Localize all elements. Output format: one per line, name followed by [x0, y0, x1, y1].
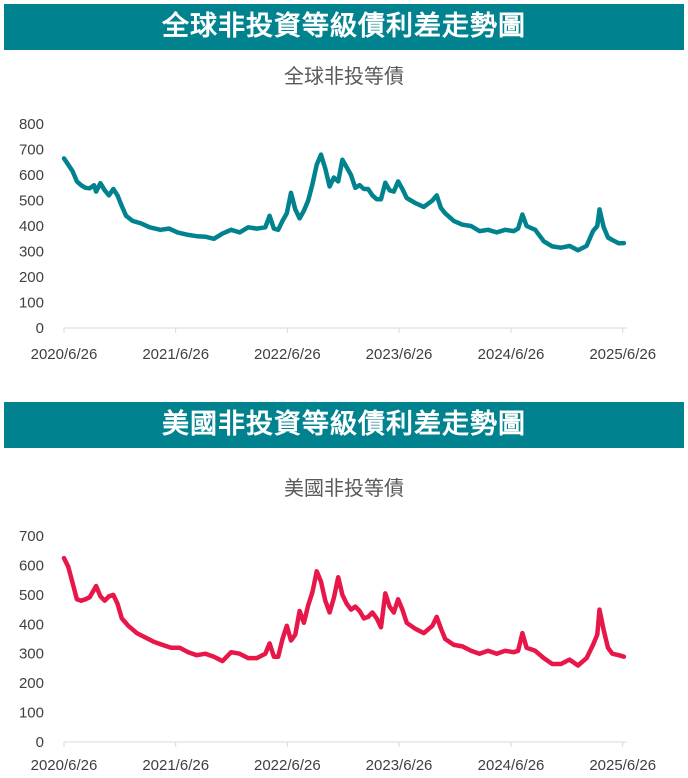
y-tick-label: 400	[19, 616, 44, 633]
y-tick-label: 500	[19, 587, 44, 604]
x-tick-label: 2024/6/26	[478, 346, 545, 363]
global-spread-chart: 全球非投等債 0 100 200 300 400 500 600 700 800 2020/6/26…	[19, 64, 656, 363]
x-tick-label: 2020/6/26	[31, 757, 98, 774]
series-line	[61, 152, 627, 253]
y-tick-label: 600	[19, 167, 44, 184]
x-tick-label: 2021/6/26	[142, 757, 209, 774]
y-tick-label: 600	[19, 557, 44, 574]
y-tick-label: 700	[19, 528, 44, 545]
x-tick-label: 2021/6/26	[142, 346, 209, 363]
y-tick-label: 100	[19, 705, 44, 722]
chart-title: 美國非投等債	[284, 476, 404, 500]
x-tick-label: 2025/6/26	[589, 346, 656, 363]
y-tick-label: 800	[19, 116, 44, 133]
x-tick-label: 2023/6/26	[366, 757, 433, 774]
x-tick-label: 2025/6/26	[589, 757, 656, 774]
y-tick-label: 300	[19, 646, 44, 663]
y-tick-label: 500	[19, 193, 44, 210]
y-tick-label: 200	[19, 675, 44, 692]
y-tick-label: 700	[19, 142, 44, 159]
x-tick-label: 2024/6/26	[478, 757, 545, 774]
global-chart-banner: 全球非投資等級債利差走勢圖	[4, 4, 684, 50]
y-tick-label: 0	[36, 320, 44, 337]
y-tick-label: 200	[19, 269, 44, 286]
y-tick-label: 300	[19, 244, 44, 261]
x-tick-label: 2020/6/26	[31, 346, 98, 363]
y-tick-label: 0	[36, 734, 44, 751]
x-tick-label: 2022/6/26	[254, 346, 321, 363]
chart-title: 全球非投等債	[284, 64, 404, 88]
y-tick-label: 400	[19, 218, 44, 235]
us-chart-banner: 美國非投資等級債利差走勢圖	[4, 402, 684, 448]
series-line	[61, 555, 627, 668]
y-tick-label: 100	[19, 295, 44, 312]
us-spread-chart: 美國非投等債 0 100 200 300 400 500 600 700 2020/6/26 202…	[19, 476, 656, 774]
x-tick-label: 2023/6/26	[366, 346, 433, 363]
x-tick-label: 2022/6/26	[254, 757, 321, 774]
